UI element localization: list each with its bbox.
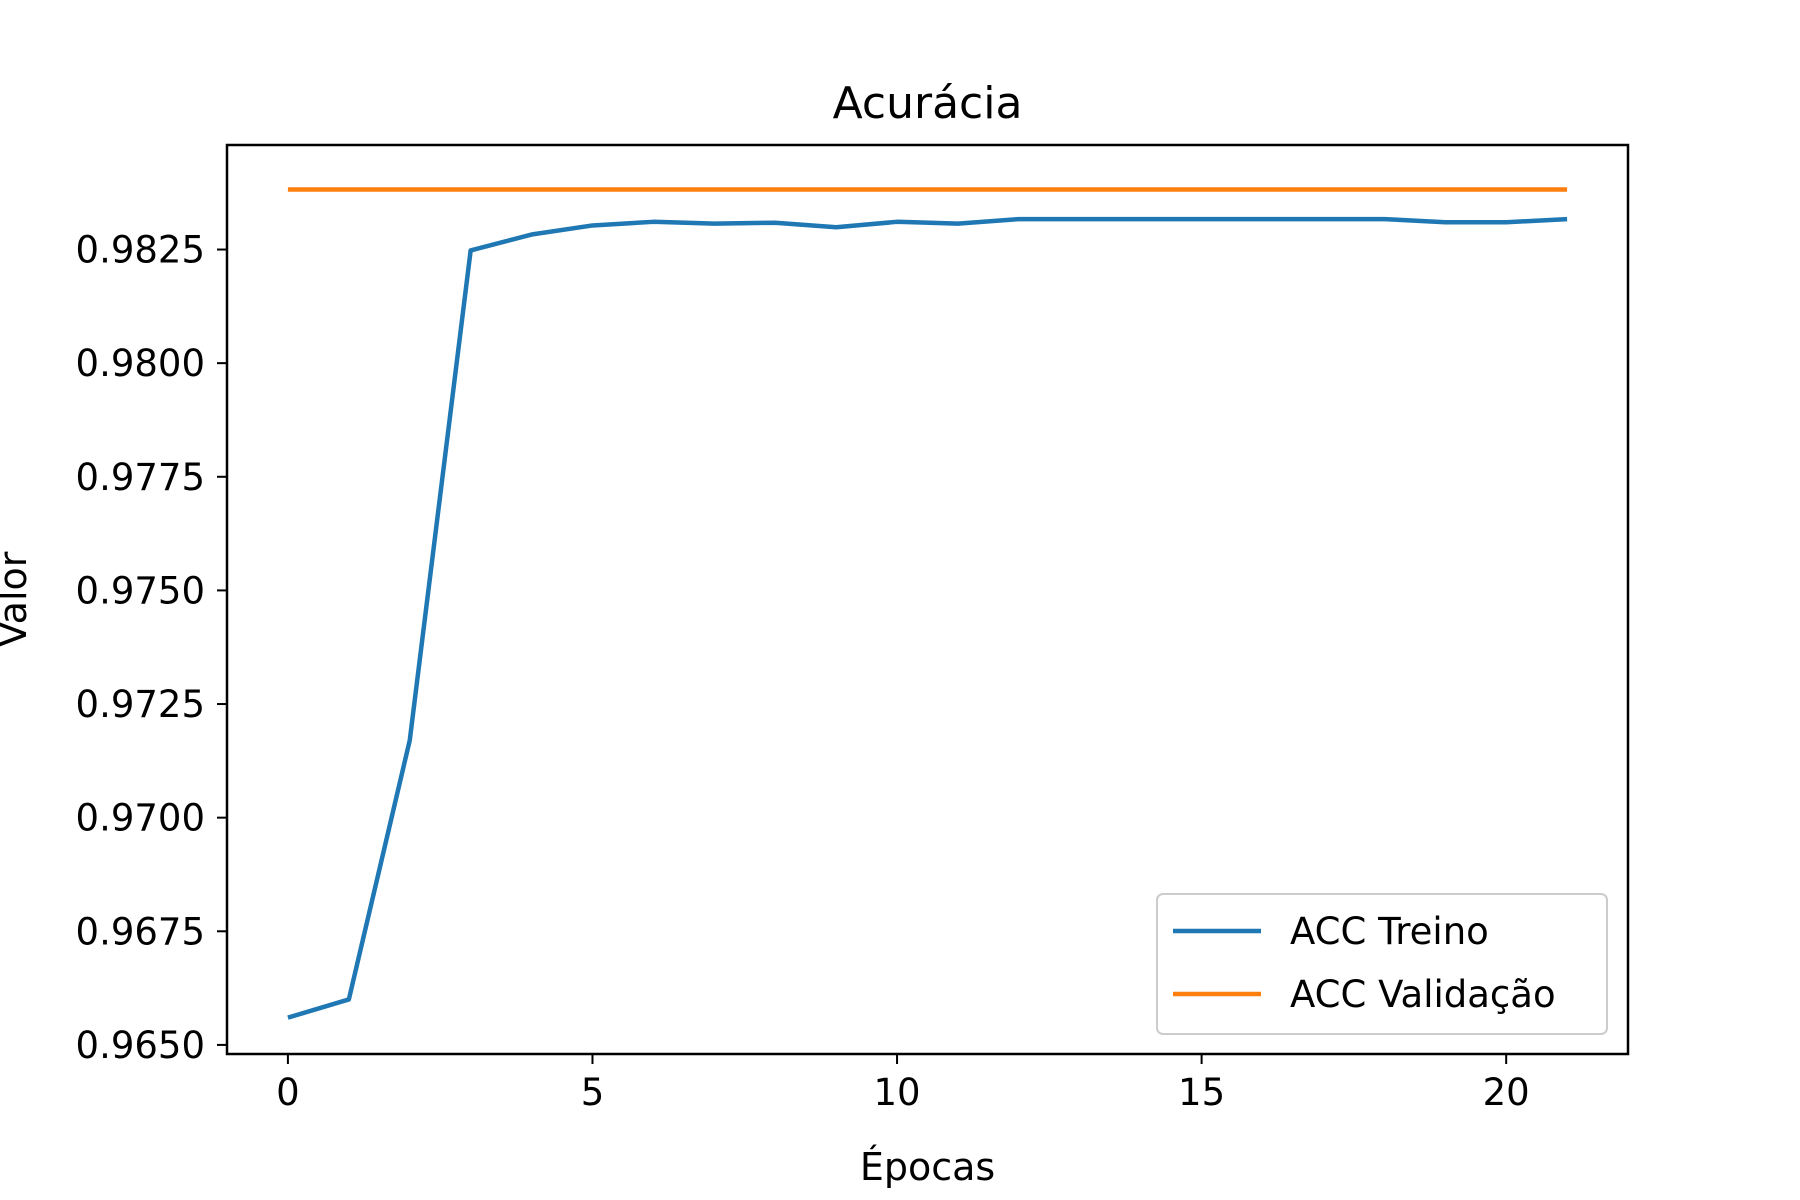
- plot-frame: [225, 143, 1630, 1056]
- x-axis-label: Épocas: [860, 1145, 995, 1189]
- y-tick-label: 0.9675: [76, 910, 205, 953]
- y-tick-label: 0.9750: [76, 569, 205, 612]
- y-tick-label: 0.9700: [76, 797, 205, 840]
- legend-label: ACC Validação: [1290, 973, 1556, 1016]
- y-axis: 0.9650 0.9675 0.9700 0.9725 0.9750 0.9775 0.98…: [76, 229, 227, 1067]
- y-tick-label: 0.9825: [76, 229, 205, 272]
- legend: ACC Treino ACC Validação: [1156, 893, 1608, 1035]
- y-axis-label: Valor: [0, 551, 35, 647]
- y-tick-label: 0.9800: [76, 342, 205, 385]
- chart-title: Acurácia: [833, 78, 1023, 129]
- x-tick-label: 5: [581, 1071, 605, 1114]
- x-axis: 0 5 10 15 20: [276, 1054, 1530, 1114]
- x-tick-label: 10: [873, 1071, 920, 1114]
- y-tick-label: 0.9650: [76, 1024, 205, 1067]
- x-tick-label: 0: [276, 1071, 300, 1114]
- series-line-0: [287, 216, 1568, 1020]
- x-tick-label: 20: [1483, 1071, 1530, 1114]
- y-tick-label: 0.9775: [76, 456, 205, 499]
- legend-label: ACC Treino: [1290, 910, 1489, 953]
- x-tick-label: 15: [1178, 1071, 1225, 1114]
- legend-box: [1156, 893, 1608, 1035]
- y-tick-label: 0.9725: [76, 683, 205, 726]
